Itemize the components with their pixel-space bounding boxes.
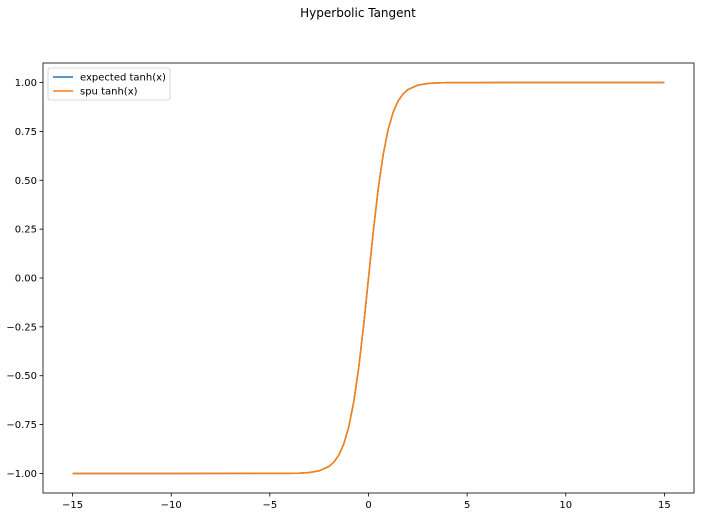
y-tick-label: −0.75 [6,420,37,431]
y-tick-label: 0.00 [15,274,37,285]
y-tick-label: 1.00 [15,78,37,89]
y-tick-label: 0.75 [15,127,37,138]
axis-layer: −15 −10 −5 0 5 10 15 1.00 0.75 0.50 0.25 0.00 −0.25 −… [6,78,670,511]
series-line-2 [72,81,665,475]
series-layer [72,81,665,475]
x-tick-label: 10 [559,500,572,511]
x-tick-label: −10 [161,500,182,511]
legend: expected tanh(x) spu tanh(x) [47,67,171,101]
chart-title: Hyperbolic Tangent [300,6,416,20]
legend-label-2: spu tanh(x) [80,87,138,98]
y-tick-label: −0.25 [6,322,37,333]
x-tick-label: −5 [262,500,277,511]
y-tick-label: −1.00 [6,469,37,480]
x-tick-label: 5 [464,500,470,511]
x-tick-label: −15 [62,500,83,511]
y-tick-label: 0.50 [15,176,37,187]
legend-box [47,67,171,101]
x-tick-label: 0 [365,500,371,511]
legend-label-1: expected tanh(x) [80,73,166,84]
x-tick-label: 15 [658,500,671,511]
y-tick-label: 0.25 [15,225,37,236]
y-tick-label: −0.50 [6,371,37,382]
